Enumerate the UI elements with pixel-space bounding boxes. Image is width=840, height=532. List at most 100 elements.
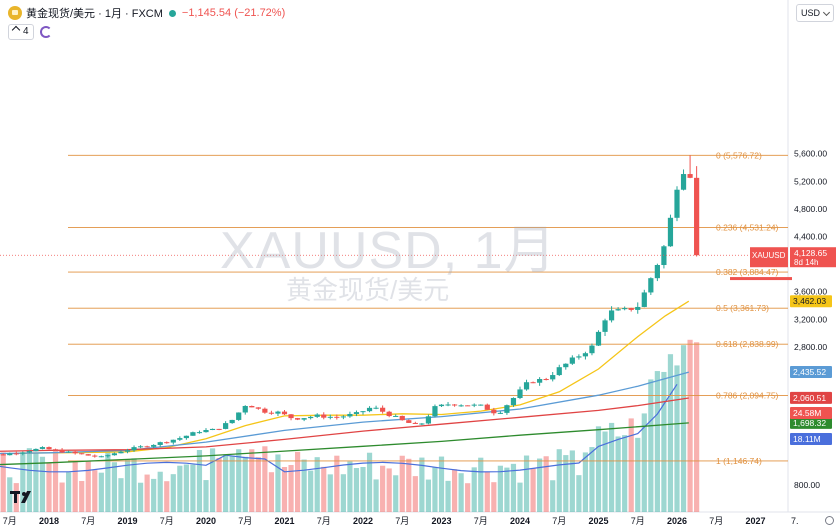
volume-bar: [608, 422, 615, 512]
candle-body: [399, 415, 405, 421]
indicator-value-badge: [790, 366, 832, 379]
candle-body: [360, 411, 366, 413]
volume-bar: [157, 471, 163, 512]
volume-bar: [223, 455, 229, 512]
chevron-down-icon: [822, 8, 831, 16]
volume-bar: [262, 446, 268, 512]
watermark-ticker: XAUUSD, 1月: [220, 222, 557, 280]
volume-bar: [360, 466, 366, 512]
candle-body: [582, 353, 589, 357]
volume-bar: [203, 480, 209, 512]
candle-body: [85, 454, 91, 456]
volume-bar: [667, 354, 674, 512]
candle-body: [92, 455, 98, 457]
moving-average-line: [0, 371, 689, 455]
volume-bar: [602, 431, 608, 512]
candle-body: [137, 446, 144, 448]
time-tick-label: 7月: [160, 516, 174, 526]
volume-bar: [504, 467, 510, 512]
symbol-title[interactable]: 黄金现货/美元 · 1月 · FXCM: [26, 8, 163, 20]
volume-bar: [340, 474, 346, 512]
volume-bar: [399, 455, 405, 512]
volume-bar: [334, 455, 340, 512]
candle-body: [635, 306, 641, 310]
candle-body: [46, 447, 52, 450]
volume-bar: [478, 457, 484, 512]
candle-body: [458, 405, 464, 407]
volume-bar: [26, 448, 32, 512]
time-tick-label: 7月: [474, 516, 488, 526]
candle-body: [203, 430, 209, 433]
fib-level-label: 0 (5,576.72): [716, 150, 762, 160]
candle-body: [569, 357, 575, 364]
indicator-value-label: 18.11M: [793, 434, 821, 444]
candle-body: [465, 405, 471, 407]
time-tick-label: 7月: [395, 516, 409, 526]
tradingview-logo-icon[interactable]: [10, 487, 38, 505]
volume-bar: [59, 482, 65, 512]
candle-body: [386, 411, 392, 417]
fib-level-label: 1 (1,146.74): [716, 456, 762, 466]
candle-body: [478, 404, 484, 406]
candle-body: [216, 428, 222, 430]
volume-bar: [471, 467, 477, 512]
price-tick-label: 800.00: [794, 480, 820, 490]
time-tick-label: 7.: [791, 516, 799, 526]
volume-bar: [281, 467, 288, 512]
price-tick-label: 4,400.00: [794, 232, 827, 242]
candle-body: [0, 454, 6, 456]
price-tick-label: 3,200.00: [794, 314, 827, 324]
candle-body: [301, 418, 307, 420]
indicators-toggle[interactable]: 4: [8, 24, 34, 40]
candle-body: [406, 420, 412, 423]
volume-bar: [347, 461, 353, 512]
currency-label: USD: [800, 8, 820, 18]
candle-body: [209, 428, 216, 431]
sync-icon[interactable]: [39, 26, 52, 38]
volume-bar: [687, 339, 693, 512]
currency-selector[interactable]: USD: [795, 4, 834, 22]
volume-bar: [458, 473, 464, 512]
candle-body: [59, 449, 65, 453]
volume-bar: [92, 470, 98, 512]
candle-body: [164, 442, 170, 444]
volume-bar: [314, 457, 320, 512]
candle-body: [255, 407, 261, 409]
indicator-value-label: 2,435.52: [793, 367, 826, 377]
candle-body: [151, 444, 157, 447]
volume-bar: [366, 452, 373, 512]
moving-average-line: [0, 422, 689, 466]
indicator-value-badge: [790, 391, 832, 404]
settings-gear-icon[interactable]: [825, 516, 834, 525]
volume-bar: [118, 478, 124, 512]
volume-bar: [190, 464, 196, 512]
volume-bar: [373, 479, 379, 512]
volume-bar: [419, 457, 425, 512]
volume-bar: [615, 436, 621, 512]
candle-body: [497, 412, 503, 414]
candle-body: [641, 292, 647, 307]
candle-body: [39, 447, 46, 449]
volume-bar: [523, 455, 530, 512]
candle-body: [353, 412, 360, 414]
candle-body: [602, 320, 608, 332]
candle-body: [124, 450, 131, 452]
candle-body: [563, 363, 569, 368]
fib-level-label: 0.618 (2,838.99): [716, 339, 779, 349]
candle-body: [275, 411, 281, 414]
volume-bar: [582, 452, 589, 512]
volume-bar: [183, 464, 189, 512]
volume-bar: [386, 468, 392, 512]
time-tick-label: 2025: [588, 516, 608, 526]
volume-bar: [131, 458, 137, 512]
price-tick-label: 3,600.00: [794, 287, 827, 297]
volume-bar: [635, 437, 641, 512]
volume-bar: [432, 467, 438, 512]
candle-body: [20, 452, 26, 454]
volume-ma-line: [0, 383, 678, 473]
volume-bar: [445, 480, 451, 512]
time-tick-label: 2026: [667, 516, 687, 526]
indicator-value-badge: [790, 295, 832, 308]
candle-body: [183, 435, 189, 439]
